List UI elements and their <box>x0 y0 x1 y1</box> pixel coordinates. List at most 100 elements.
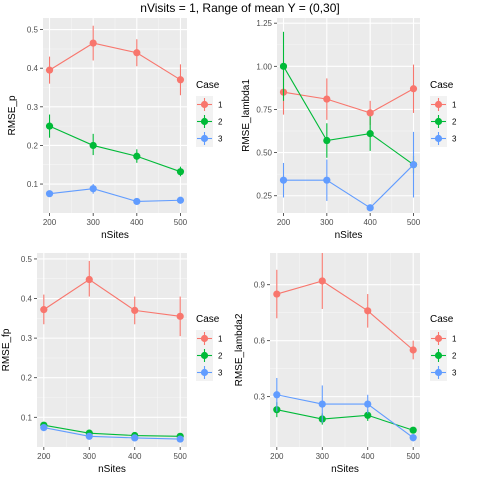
data-point <box>176 196 185 204</box>
data-point <box>366 204 374 212</box>
data-point <box>318 400 326 408</box>
y-tick-label: 1.25 <box>256 19 272 28</box>
data-point <box>279 176 288 184</box>
legend-title: Case <box>430 314 454 325</box>
y-axis-label: RMSE_fp <box>1 328 12 371</box>
x-tick-label: 300 <box>83 452 97 461</box>
data-point <box>131 434 139 442</box>
x-tick-label: 300 <box>87 218 101 227</box>
chart-panel-2: 0.25 0.50 0.75 1.00 1.25 200 300 400 500 nSites RM… <box>241 18 457 241</box>
data-point <box>40 424 48 432</box>
legend-key-point <box>434 368 443 377</box>
legend-item-label: 3 <box>218 369 223 378</box>
chart-panel-4: 0.3 0.6 0.9 200 300 400 500 nSites RMSE_lambda2 C… <box>234 253 457 475</box>
x-tick-label: 400 <box>128 452 142 461</box>
data-point <box>89 185 97 193</box>
legend-key-point <box>434 117 443 126</box>
data-point <box>323 136 331 145</box>
y-tick-label: 0.3 <box>21 334 33 343</box>
series-line-case-3 <box>283 164 414 209</box>
data-point <box>364 411 372 419</box>
x-tick-label: 200 <box>37 452 51 461</box>
data-point <box>131 306 139 315</box>
data-point <box>409 434 417 442</box>
data-point <box>364 400 372 408</box>
x-tick-label: 500 <box>407 218 421 227</box>
x-tick-label: 300 <box>316 452 330 461</box>
legend-key-point <box>200 100 209 109</box>
data-point <box>85 432 93 440</box>
data-point <box>323 176 331 184</box>
data-point <box>176 76 185 84</box>
y-axis-label: RMSE_p <box>7 95 18 135</box>
legend-key-point <box>434 100 443 109</box>
data-point <box>45 66 54 74</box>
x-tick-label: 200 <box>43 218 57 227</box>
series-line-case-2 <box>49 125 181 173</box>
data-point <box>85 275 93 284</box>
series-line-case-1 <box>283 88 414 114</box>
y-tick-label: 0.2 <box>27 141 39 150</box>
y-tick-label: 0.25 <box>256 192 272 201</box>
x-axis-label: nSites <box>335 230 363 241</box>
y-tick-label: 0.3 <box>254 393 266 402</box>
x-tick-label: 400 <box>361 452 375 461</box>
data-point <box>176 435 184 443</box>
data-point <box>176 168 185 176</box>
data-point <box>40 306 48 314</box>
legend-key-point <box>434 334 443 343</box>
y-tick-label: 0.2 <box>21 374 33 383</box>
y-tick-label: 0.5 <box>21 255 33 264</box>
data-point <box>89 39 97 47</box>
legend-item-label: 2 <box>452 352 457 361</box>
x-axis-label: nSites <box>98 464 126 475</box>
x-axis-label: nSites <box>101 230 129 241</box>
y-tick-label: 0.50 <box>256 149 272 158</box>
x-tick-label: 200 <box>270 452 284 461</box>
data-point <box>364 307 372 315</box>
y-tick-label: 1.00 <box>256 62 272 71</box>
x-tick-label: 400 <box>363 218 377 227</box>
y-tick-label: 0.1 <box>21 413 33 422</box>
legend-item-label: 1 <box>218 101 223 110</box>
legend-item-label: 3 <box>452 135 457 144</box>
x-tick-label: 300 <box>320 218 334 227</box>
data-point <box>89 141 97 150</box>
legend-key-point <box>200 351 209 360</box>
legend-item-label: 1 <box>452 335 457 344</box>
data-point <box>45 190 54 198</box>
x-tick-label: 500 <box>174 452 188 461</box>
x-tick-label: 400 <box>130 218 144 227</box>
series-line-case-2 <box>283 66 414 166</box>
legend-key-point <box>434 134 443 143</box>
data-point <box>273 290 281 298</box>
y-axis-label: RMSE_lambda1 <box>241 79 252 152</box>
legend-item-label: 2 <box>218 352 223 361</box>
y-tick-label: 0.9 <box>254 281 266 290</box>
legend-title: Case <box>196 314 220 325</box>
data-point <box>273 391 281 399</box>
legend-key-point <box>434 351 443 360</box>
chart-panel-1: 0.1 0.2 0.3 0.4 0.5 200 300 400 500 nSites RMSE_p C… <box>7 18 223 241</box>
data-point <box>323 95 331 103</box>
legend-item-label: 3 <box>218 135 223 144</box>
y-tick-label: 0.3 <box>27 103 39 112</box>
series-line-case-1 <box>43 278 181 317</box>
series-line-case-2 <box>43 424 181 437</box>
data-point <box>409 426 417 434</box>
data-point <box>318 277 326 285</box>
x-tick-label: 500 <box>407 452 421 461</box>
chart-panel-3: 0.1 0.2 0.3 0.4 0.5 200 300 400 500 nSites RMSE_fp… <box>1 253 223 475</box>
figure-title: nVisits = 1, Range of mean Y = (0,30] <box>140 1 340 15</box>
data-point <box>366 130 374 138</box>
data-point <box>45 122 54 130</box>
legend-item-label: 1 <box>452 101 457 110</box>
series-line-case-1 <box>276 280 414 351</box>
y-tick-label: 0.4 <box>21 295 33 304</box>
y-tick-label: 0.5 <box>27 26 39 35</box>
y-axis-label: RMSE_lambda2 <box>234 313 245 386</box>
legend-item-label: 2 <box>452 118 457 127</box>
legend-key-point <box>200 134 209 143</box>
data-point <box>409 346 417 354</box>
